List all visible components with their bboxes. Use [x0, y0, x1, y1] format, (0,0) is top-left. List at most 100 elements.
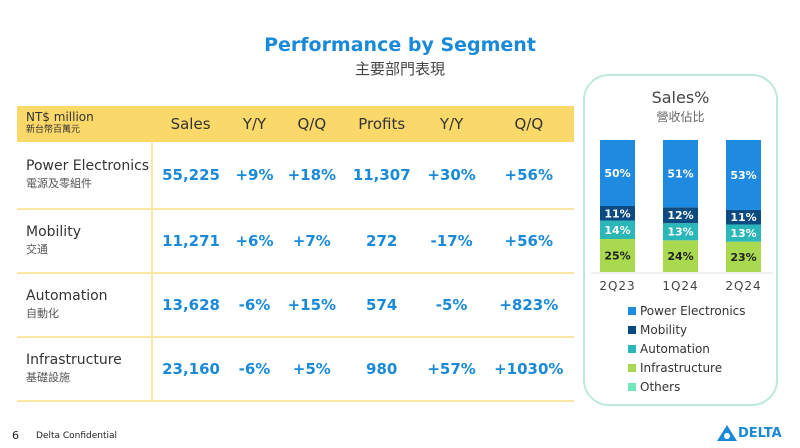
value-cell: 574: [343, 273, 420, 338]
segment-name-zh: 自動化: [26, 307, 59, 320]
segment-name-cell: Infrastructure 基礎設施: [17, 337, 153, 402]
segment-name: Automation: [26, 288, 108, 304]
bar-segment: [600, 206, 635, 221]
segment-name-cell: Mobility 交通: [17, 209, 153, 274]
value-cell: +6%: [229, 209, 280, 274]
value-cell: +5%: [279, 337, 344, 402]
value-cell: -6%: [229, 273, 280, 338]
value-cell: +30%: [419, 142, 484, 210]
unit-label: NT$ million: [26, 110, 94, 124]
value-cell: 11,307: [343, 142, 420, 210]
col-header: Y/Y: [229, 106, 280, 142]
bar-segment: [663, 207, 698, 224]
legend-label: Others: [640, 379, 681, 394]
category-label: 1Q24: [662, 279, 698, 293]
page-title: Performance by Segment: [264, 34, 536, 56]
chart-subtitle: 營收佔比: [656, 110, 705, 124]
unit-header: NT$ million 新台幣百萬元: [17, 106, 152, 142]
col-header: Y/Y: [419, 106, 484, 142]
data-label: 13%: [667, 226, 693, 239]
table-row: Automation 自動化 13,628 -6% +15% 574 -5% +823%: [17, 273, 574, 338]
chart-title: Sales%: [651, 88, 710, 107]
data-label: 53%: [730, 169, 756, 182]
legend-label: Infrastructure: [640, 360, 723, 375]
legend-item: Power Electronics: [628, 301, 746, 320]
logo-text: DELTA: [738, 425, 782, 441]
data-label: 51%: [667, 168, 693, 181]
segment-name: Infrastructure: [26, 352, 122, 368]
legend-swatch: [628, 306, 636, 315]
value-cell: +57%: [419, 337, 484, 402]
value-cell: -6%: [229, 337, 280, 402]
value-cell: 11,271: [152, 209, 230, 274]
data-label: 23%: [730, 251, 756, 264]
table-row: Infrastructure 基礎設施 23,160 -6% +5% 980 +57% +10…: [17, 337, 574, 402]
bar-segment: [726, 224, 761, 242]
bar-segment: [726, 241, 761, 272]
segment-table: NT$ million 新台幣百萬元 Sales Y/Y Q/Q Profits …: [17, 106, 574, 402]
col-header: Q/Q: [483, 106, 574, 142]
bar-segment: [663, 223, 698, 241]
data-label: 13%: [730, 227, 756, 240]
value-cell: +56%: [483, 142, 574, 210]
segment-name-zh: 基礎設施: [26, 371, 70, 384]
value-cell: +7%: [279, 209, 344, 274]
bar-segment: [600, 140, 635, 206]
bar-segment: [726, 140, 761, 210]
legend-label: Mobility: [640, 322, 688, 337]
confidential-label: Delta Confidential: [36, 431, 118, 441]
value-cell: +9%: [229, 142, 280, 210]
table-header: NT$ million 新台幣百萬元 Sales Y/Y Q/Q Profits …: [17, 106, 574, 142]
segment-name-cell: Automation 自動化: [17, 273, 153, 338]
bar-segment: [663, 140, 698, 208]
segment-name-cell: Power Electronics 電源及零組件: [17, 142, 153, 210]
legend-item: Infrastructure: [628, 358, 746, 377]
segment-name: Mobility: [26, 224, 81, 240]
legend-label: Automation: [640, 341, 710, 356]
page-number: 6: [12, 429, 19, 442]
bar-segment: [663, 240, 698, 272]
data-label: 50%: [604, 167, 630, 180]
value-cell: 980: [343, 337, 420, 402]
col-header: Q/Q: [279, 106, 344, 142]
page-subtitle: 主要部門表現: [354, 60, 445, 78]
value-cell: 272: [343, 209, 420, 274]
bar-segment: [600, 239, 635, 272]
delta-logo: DELTA: [716, 424, 782, 442]
data-label: 24%: [667, 250, 693, 263]
value-cell: +1030%: [483, 337, 574, 402]
category-label: 2Q23: [599, 279, 635, 293]
data-label: 11%: [730, 211, 756, 224]
stacked-bar-chart: 25% 14% 11% 50% 2Q23 24% 13% 12% 51% 1Q24 23% 13% 11…: [591, 140, 773, 293]
legend-swatch: [628, 382, 636, 391]
col-header: Profits: [343, 106, 420, 142]
delta-triangle-icon: [717, 425, 737, 441]
sales-chart-panel: [583, 74, 778, 406]
segment-name: Power Electronics: [26, 158, 150, 174]
chart-legend: Power Electronics Mobility Automation Infra…: [628, 301, 746, 396]
table-row: Mobility 交通 11,271 +6% +7% 272 -17% +56%: [17, 209, 574, 274]
value-cell: +56%: [483, 209, 574, 274]
value-cell: +18%: [279, 142, 344, 210]
legend-label: Power Electronics: [640, 303, 746, 318]
bar-segment: [726, 209, 761, 225]
value-cell: 55,225: [152, 142, 230, 210]
data-label: 11%: [604, 207, 630, 220]
value-cell: 23,160: [152, 337, 230, 402]
legend-item: Mobility: [628, 320, 746, 339]
legend-swatch: [628, 363, 636, 372]
legend-item: Others: [628, 377, 746, 396]
segment-name-zh: 電源及零組件: [26, 177, 92, 190]
data-label: 25%: [604, 250, 630, 263]
col-header: Sales: [152, 106, 230, 142]
table-row: Power Electronics 電源及零組件 55,225 +9% +18% 11,3…: [17, 142, 574, 210]
value-cell: +823%: [483, 273, 574, 338]
category-label: 2Q24: [725, 279, 761, 293]
unit-label-zh: 新台幣百萬元: [26, 125, 81, 135]
data-label: 12%: [667, 209, 693, 222]
bar-segment: [600, 220, 635, 239]
value-cell: +15%: [279, 273, 344, 338]
legend-swatch: [628, 325, 636, 334]
value-cell: 13,628: [152, 273, 230, 338]
legend-swatch: [628, 344, 636, 353]
